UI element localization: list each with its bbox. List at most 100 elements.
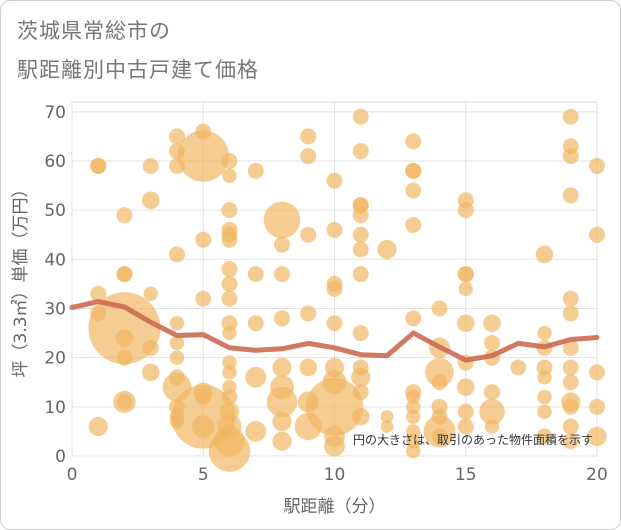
bubble-point <box>221 231 238 248</box>
bubble-point <box>535 245 554 264</box>
bubble-point <box>90 157 107 174</box>
bubble-point <box>221 202 238 219</box>
x-tick-label: 10 <box>324 465 346 485</box>
bubble-point <box>537 370 552 385</box>
bubble-point <box>324 435 345 457</box>
bubble-point <box>352 207 369 224</box>
bubble-point <box>457 403 474 420</box>
bubble-point <box>405 162 422 179</box>
bubble-point <box>300 128 317 145</box>
bubble-point <box>562 339 579 356</box>
bubble-point <box>195 231 212 248</box>
bubble-point <box>457 266 474 283</box>
bubble-point <box>274 236 290 253</box>
bubble-point <box>405 182 422 199</box>
average-price-line <box>69 299 600 363</box>
bubble-point <box>405 133 422 150</box>
bubble-point <box>142 339 159 356</box>
bubble-point <box>510 359 527 376</box>
bubble-point <box>562 290 579 307</box>
bubble-point <box>562 374 579 391</box>
x-tick-labels: 0 5 10 15 20 <box>67 465 608 485</box>
bubble-point <box>116 207 133 224</box>
bubble-point <box>169 128 185 145</box>
bubble-point <box>192 415 215 438</box>
bubble-point <box>116 393 133 410</box>
bubble-point <box>300 305 317 322</box>
x-tick-label: 15 <box>455 465 477 485</box>
bubble-point <box>484 334 500 351</box>
bubble-point <box>536 428 553 445</box>
bubble-point <box>589 398 605 415</box>
bubble-point <box>589 364 605 381</box>
bubble-point <box>456 378 475 396</box>
bubble-point <box>351 367 371 387</box>
bubble-point <box>431 300 448 317</box>
bubble-point <box>169 316 185 331</box>
bubble-point <box>456 314 475 333</box>
bubble-point <box>484 419 500 434</box>
bubble-point <box>274 310 290 327</box>
bubble-point <box>351 407 370 426</box>
bubble-point <box>326 315 343 332</box>
bubble-point <box>562 187 579 204</box>
y-tick-label: 60 <box>44 152 66 172</box>
bubble-point <box>222 365 237 380</box>
bubble-point <box>221 389 238 405</box>
bubble-point <box>326 221 343 238</box>
bubble-point <box>562 108 579 125</box>
y-tick-label: 10 <box>44 398 66 418</box>
y-tick-label: 30 <box>44 300 66 320</box>
bubble-point <box>88 292 161 365</box>
bubble-point <box>169 350 185 365</box>
bubble-point <box>326 280 343 297</box>
bubble-point <box>537 389 552 405</box>
bubble-point <box>589 226 605 243</box>
bubble-point <box>245 366 267 388</box>
bubble-point <box>352 266 369 283</box>
bubble-point <box>245 421 267 442</box>
bubble-point <box>300 226 317 243</box>
x-tick-label: 5 <box>198 465 209 485</box>
x-tick-label: 0 <box>67 465 78 485</box>
bubble-point <box>169 335 185 351</box>
bubble-point <box>221 153 238 169</box>
bubble-point <box>589 157 605 174</box>
chart-title-line-1: 茨城県常総市の <box>17 19 171 43</box>
bubble-point <box>377 239 397 260</box>
bubble-point <box>272 357 292 378</box>
bubble-point <box>305 378 364 436</box>
bubble-point <box>431 428 448 445</box>
y-tick-label: 40 <box>44 250 66 270</box>
bubble-point <box>380 410 394 424</box>
bubble-point <box>141 191 160 210</box>
bubble-point <box>299 358 318 377</box>
bubble-point <box>431 374 448 391</box>
bubble-point <box>221 275 238 292</box>
bubble-point <box>90 285 107 302</box>
bubble-point <box>587 426 607 446</box>
bubble-point <box>141 363 160 382</box>
bubble-point <box>352 143 369 160</box>
bubble-point <box>537 404 552 419</box>
bubble-point <box>247 266 264 283</box>
bubble-point <box>405 310 422 327</box>
bubble-point <box>352 325 369 342</box>
bubble-point <box>208 430 251 472</box>
bubble-point <box>247 315 264 332</box>
bubble-point <box>300 148 317 165</box>
bubble-point <box>221 261 238 278</box>
bubble-point <box>562 359 579 376</box>
bubble-point <box>380 420 394 433</box>
bubble-point <box>221 290 238 307</box>
bubble-point <box>274 266 290 283</box>
bubble-point <box>116 266 133 283</box>
bubble-point <box>352 384 369 401</box>
y-tick-label: 70 <box>44 103 66 123</box>
bubble-point <box>222 168 237 183</box>
bubble-point <box>352 108 369 125</box>
bubble-point <box>88 416 108 437</box>
bubble-point <box>458 281 473 297</box>
bubble-point <box>177 130 229 182</box>
